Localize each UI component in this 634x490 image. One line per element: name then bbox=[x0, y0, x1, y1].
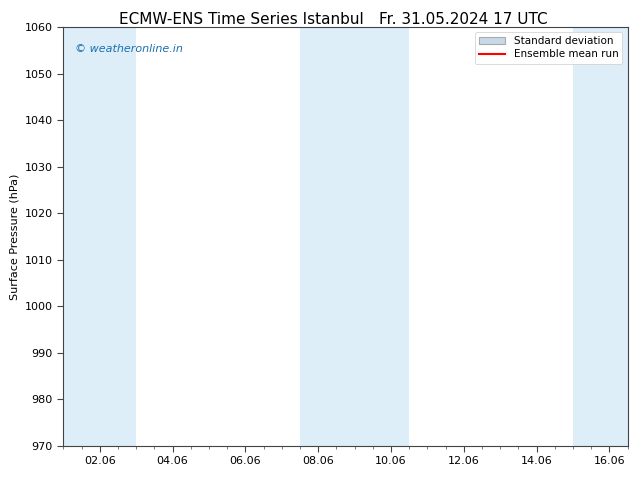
Text: © weatheronline.in: © weatheronline.in bbox=[75, 44, 183, 54]
Bar bbox=[63, 27, 136, 446]
Bar bbox=[573, 27, 628, 446]
Bar bbox=[300, 27, 409, 446]
Y-axis label: Surface Pressure (hPa): Surface Pressure (hPa) bbox=[10, 173, 19, 299]
Text: Fr. 31.05.2024 17 UTC: Fr. 31.05.2024 17 UTC bbox=[378, 12, 547, 27]
Text: ECMW-ENS Time Series Istanbul: ECMW-ENS Time Series Istanbul bbox=[119, 12, 363, 27]
Legend: Standard deviation, Ensemble mean run: Standard deviation, Ensemble mean run bbox=[475, 32, 623, 64]
